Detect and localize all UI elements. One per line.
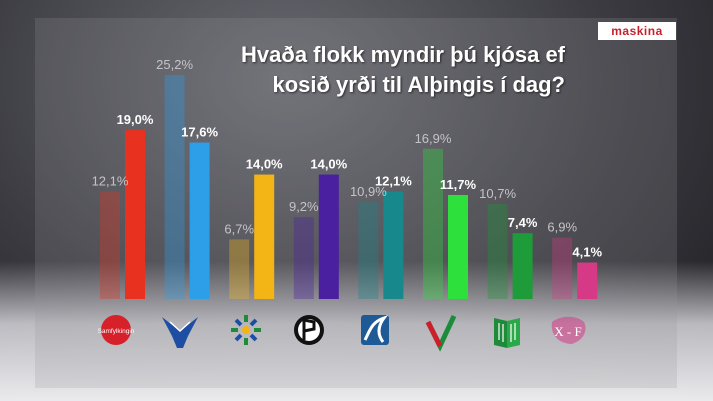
party-logo-group: Samfylkingin [98, 314, 586, 352]
value-label-framso-knarflokkurinn-current: 14,0% [246, 157, 283, 172]
bar-vinstrihreyfingin-gr-nt-frambo-current [512, 233, 533, 299]
bar-pi-ratar-current [318, 174, 339, 299]
value-label-vi-reisn-current: 12,1% [375, 173, 412, 188]
bar-sja-lfst-isflokkurinn-current [189, 142, 210, 299]
value-label-vinstrihreyfingin-gr-nt-frambo-previous: 10,7% [479, 186, 516, 201]
value-label-group: 12,1%19,0%25,2%17,6%6,7%14,0%9,2%14,0%10… [92, 57, 603, 260]
framsokn-logo-icon [231, 315, 261, 345]
chart-title: Hvaða flokk myndir þú kjósa ef kosið yrð… [145, 40, 565, 100]
bar-flokkur-fo-lksins-previous [552, 237, 573, 299]
falcon-logo-icon [162, 317, 198, 348]
flokkur-folksins-logo-icon: X - F [551, 316, 586, 344]
value-label-sja-lfst-isflokkurinn-current: 17,6% [181, 125, 218, 140]
vidreisn-logo-icon [361, 315, 389, 345]
bar-samfylkingin-current [125, 130, 145, 299]
bar-vi-reisn-previous [358, 202, 379, 299]
chart-title-line-2: kosið yrði til Alþingis í dag? [272, 72, 565, 97]
value-label-mi-flokkurinn-current: 11,7% [440, 177, 477, 192]
samfylkingin-logo-icon: Samfylkingin [98, 315, 135, 345]
bar-vinstrihreyfingin-gr-nt-frambo-previous [487, 203, 508, 299]
value-label-vinstrihreyfingin-gr-nt-frambo-current: 7,4% [508, 215, 538, 230]
value-label-samfylkingin-current: 19,0% [117, 112, 154, 127]
value-label-pi-ratar-previous: 9,2% [289, 199, 319, 214]
value-label-vi-reisn-previous: 10,9% [350, 184, 387, 199]
samfylkingin-logo-text: Samfylkingin [98, 328, 135, 335]
bar-group [100, 75, 598, 299]
bar-vi-reisn-current [383, 191, 404, 299]
bar-mi-flokkurinn-current [448, 195, 468, 299]
bar-pi-ratar-previous [293, 217, 314, 299]
value-label-samfylkingin-previous: 12,1% [92, 173, 129, 188]
bar-framso-knarflokkurinn-current [254, 174, 275, 299]
bar-samfylkingin-previous [100, 191, 120, 299]
chart-title-line-1: Hvaða flokk myndir þú kjósa ef [241, 42, 565, 67]
value-label-pi-ratar-current: 14,0% [310, 157, 347, 172]
brand-logo: maskina [598, 22, 676, 40]
value-label-flokkur-fo-lksins-current: 4,1% [572, 245, 602, 260]
pirate-flag-logo-icon [294, 315, 324, 345]
value-label-mi-flokkurinn-previous: 16,9% [415, 131, 452, 146]
flokkur-folksins-logo-text: X - F [554, 324, 581, 339]
value-label-framso-knarflokkurinn-previous: 6,7% [224, 221, 254, 236]
midflokkurinn-logo-icon [425, 314, 457, 352]
vg-book-logo-icon [494, 318, 520, 348]
bar-mi-flokkurinn-previous [423, 148, 443, 299]
bar-sja-lfst-isflokkurinn-previous [164, 75, 185, 299]
value-label-sja-lfst-isflokkurinn-previous: 25,2% [156, 57, 193, 72]
bar-framso-knarflokkurinn-previous [229, 239, 250, 299]
value-label-flokkur-fo-lksins-previous: 6,9% [547, 220, 577, 235]
bar-flokkur-fo-lksins-current [577, 262, 598, 299]
